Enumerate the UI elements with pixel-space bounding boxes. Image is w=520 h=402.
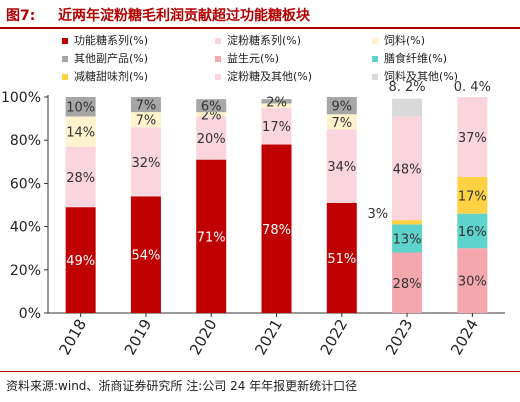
data-label: 51%: [327, 252, 356, 267]
data-label: 13%: [393, 232, 422, 247]
legend-label: 淀粉糖系列(%): [227, 33, 301, 47]
bar-segment: [65, 207, 96, 313]
bar-segment: [326, 114, 357, 130]
bar-segment: [326, 97, 357, 115]
x-tick-label: 2024: [447, 316, 482, 358]
data-label: 7%: [331, 116, 352, 131]
data-label: 7%: [136, 99, 157, 114]
y-tick-label: 0%: [19, 306, 41, 322]
data-label: 34%: [327, 160, 356, 175]
figure-title-bar: 图7: 近两年淀粉糖毛利润贡献超过功能糖板块: [0, 0, 520, 29]
data-label: 28%: [393, 277, 422, 292]
legend-swatch: [62, 56, 68, 62]
bar-segment: [130, 196, 161, 313]
data-label: 48%: [393, 162, 422, 177]
figure-title: 近两年淀粉糖毛利润贡献超过功能糖板块: [58, 8, 310, 24]
bar-segment: [392, 116, 423, 221]
bar-segment: [261, 99, 292, 104]
x-tick-label: 2021: [251, 316, 286, 358]
legend-label: 膳食纤维(%): [384, 51, 447, 65]
bar-segment: [261, 103, 292, 108]
legend-swatch: [372, 56, 378, 62]
legend-swatch: [372, 38, 378, 44]
legend-label: 饲料(%): [384, 33, 425, 47]
legend-swatch: [62, 74, 68, 80]
bar-segment: [261, 107, 292, 145]
bar-segment: [130, 112, 161, 128]
bar-segment: [392, 98, 423, 117]
bar-segment: [326, 202, 357, 313]
legend-swatch: [215, 74, 221, 80]
y-tick-label: 40%: [10, 220, 41, 236]
bar-segment: [65, 97, 96, 117]
bar-segment: [196, 159, 227, 313]
bar-segment: [392, 224, 423, 253]
legend-swatch: [215, 38, 221, 44]
data-label: 30%: [458, 275, 487, 290]
bar-segment: [392, 220, 423, 225]
annotation-label: 3%: [367, 207, 388, 222]
data-label: 10%: [66, 101, 95, 116]
data-label: 71%: [197, 230, 226, 245]
bar-segment: [457, 97, 488, 177]
bottom-rule: [0, 371, 520, 372]
data-label: 28%: [66, 171, 95, 186]
legend-swatch: [215, 56, 221, 62]
bar-segment: [326, 129, 357, 203]
x-tick-label: 2023: [382, 316, 417, 358]
bar-segment: [130, 97, 161, 113]
bar-segment: [261, 144, 292, 313]
data-label: 6%: [201, 100, 222, 115]
data-label: 49%: [66, 254, 95, 269]
source-note: 资料来源:wind、浙商证券研究所 注:公司 24 年年报更新统计口径: [6, 379, 358, 393]
data-label: 32%: [131, 156, 160, 171]
title-rule: [0, 27, 520, 29]
x-tick-label: 2020: [186, 316, 221, 358]
legend-label: 淀粉糖及其他(%): [227, 69, 312, 83]
data-label: 16%: [458, 225, 487, 240]
legend-label: 饲料及其他(%): [384, 69, 458, 83]
stacked-bar-chart: 功能糖系列(%) 淀粉糖系列(%) 饲料(%) 其他副产品(%) 益生元(%) 膳食纤维(…: [1, 33, 505, 358]
y-tick-label: 80%: [10, 133, 41, 149]
data-label: 8. 2%: [388, 80, 425, 95]
figure-number: 图7:: [6, 8, 36, 24]
x-tick-label: 2019: [121, 316, 156, 358]
data-label: 20%: [197, 132, 226, 147]
bar-segment: [457, 213, 488, 249]
bar-segment: [457, 176, 488, 214]
y-tick-label: 100%: [1, 90, 41, 106]
legend-swatch: [372, 74, 378, 80]
data-label: 7%: [136, 114, 157, 129]
data-label: 0. 4%: [454, 80, 491, 95]
data-label: 2%: [266, 95, 287, 110]
legend-swatch: [62, 38, 68, 44]
x-tick-label: 2022: [317, 316, 352, 358]
y-tick-label: 20%: [10, 263, 41, 279]
data-label: 17%: [262, 120, 291, 135]
data-label: 37%: [458, 131, 487, 146]
data-label: 14%: [66, 126, 95, 141]
bar-segment: [130, 127, 161, 197]
data-label: 17%: [458, 189, 487, 204]
bar-segment: [392, 252, 423, 313]
data-label: 78%: [262, 223, 291, 238]
bar-segment: [65, 116, 96, 147]
legend-label: 减糖甜味剂(%): [74, 69, 148, 83]
bar-segment: [196, 99, 227, 113]
legend-label: 其他副产品(%): [74, 51, 148, 65]
data-label: 54%: [131, 249, 160, 264]
x-tick-label: 2018: [55, 316, 90, 358]
y-tick-label: 60%: [10, 176, 41, 192]
legend-label: 功能糖系列(%): [74, 33, 148, 47]
bar-segment: [196, 112, 227, 117]
data-label: 9%: [331, 100, 352, 115]
bar-segment: [196, 116, 227, 160]
bar-segment: [65, 146, 96, 208]
legend-label: 益生元(%): [227, 51, 279, 65]
bar-segment: [457, 248, 488, 313]
